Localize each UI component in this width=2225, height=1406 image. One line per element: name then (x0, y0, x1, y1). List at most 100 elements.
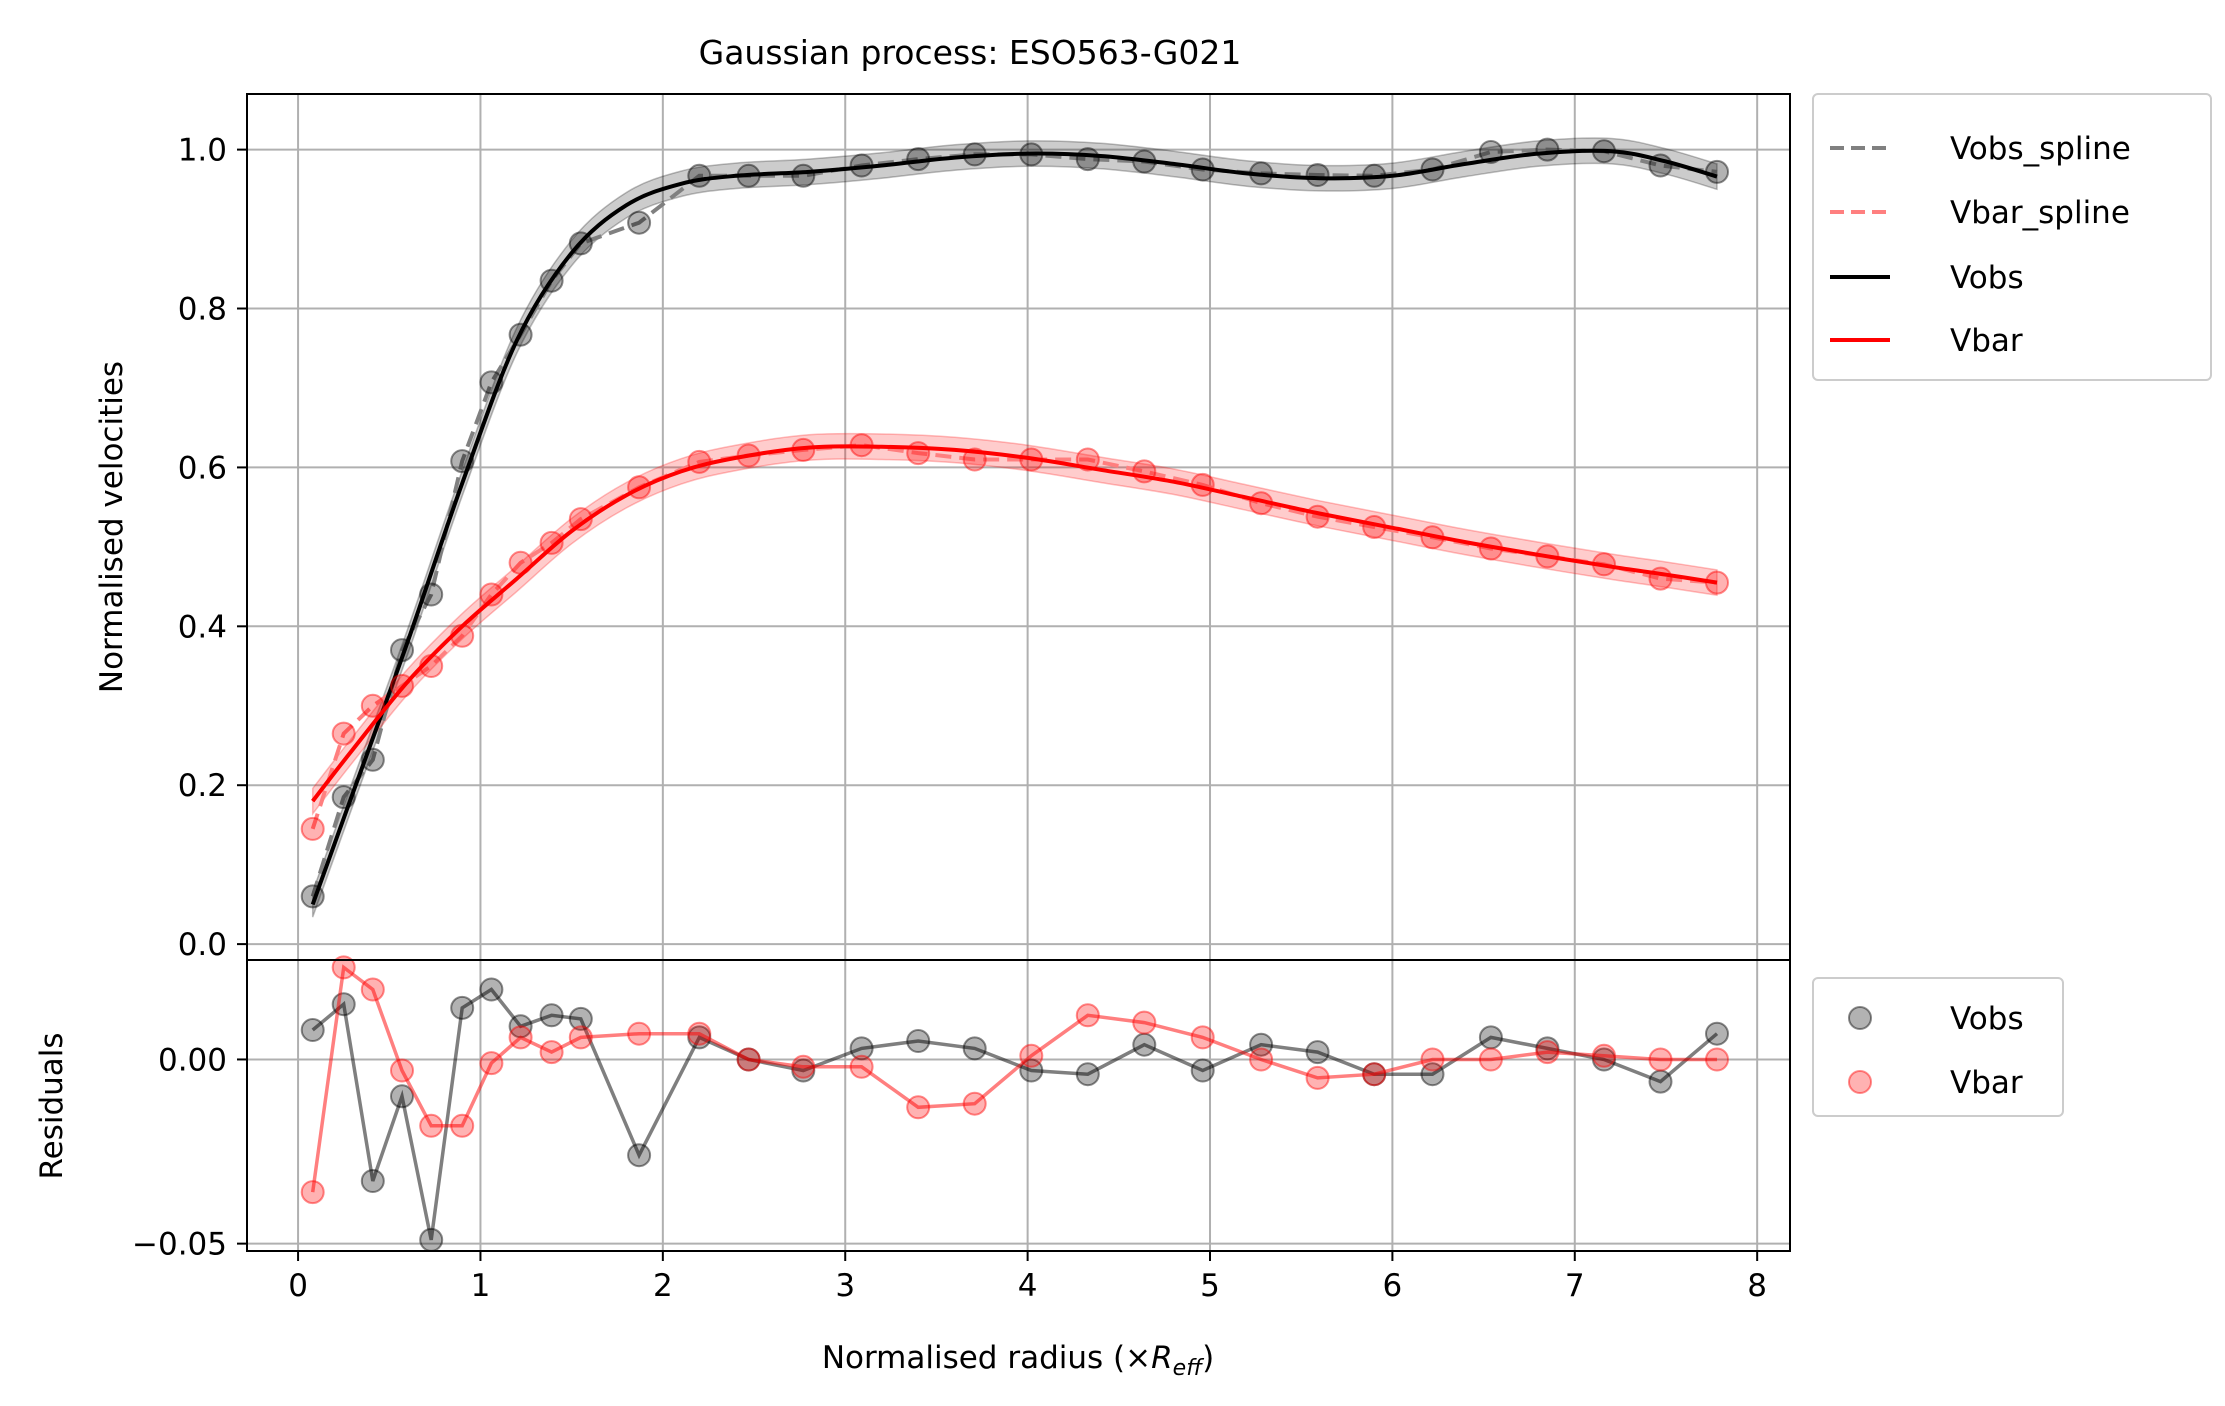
vbar-data-point (962, 447, 987, 472)
vbar-residual-point (791, 1054, 816, 1079)
vobs-residual-point (962, 1036, 987, 1061)
vbar-residual-point (1705, 1047, 1729, 1072)
residual-y-tick-label: 0.00 (158, 1042, 227, 1078)
vobs-residual-point (1648, 1069, 1673, 1094)
y-tick-label: 0.8 (178, 292, 227, 328)
x-tick-label: 0 (288, 1268, 308, 1304)
vbar-data-point (1362, 515, 1387, 539)
vobs-data-point (962, 142, 987, 167)
vobs-data-point (1420, 157, 1445, 182)
vbar-residual-point (331, 955, 356, 980)
vobs-data-point (1305, 163, 1330, 187)
legend-vobs-label: Vobs (1950, 260, 2024, 296)
legend-resid-vobs-marker (1848, 1006, 1872, 1030)
vobs-data-point (1648, 153, 1673, 178)
vbar-data-point (1478, 536, 1503, 561)
main-lines (310, 147, 1718, 906)
vbar-data-point (360, 693, 385, 718)
vbar-data-point (508, 550, 533, 575)
vobs-data-point (1705, 159, 1729, 184)
main-y-axis-label: Normalised velocities (94, 361, 130, 693)
vobs-residual-point (300, 1018, 325, 1042)
vbar-data-point (1305, 504, 1330, 529)
legend-vbar-label: Vbar (1950, 323, 2023, 359)
vbar-residual-point (1190, 1025, 1215, 1050)
vbar-residual-point (1648, 1047, 1673, 1072)
vobs-residual-point (1305, 1040, 1330, 1065)
vbar-data-point (1592, 552, 1616, 577)
vbar-residual-point (1478, 1047, 1503, 1072)
vobs-gp-band (311, 137, 1718, 918)
residual-axes-frame (246, 959, 1791, 1252)
y-tick-label: 0.0 (178, 927, 227, 963)
vobs-data-point (1362, 163, 1387, 188)
vobs-data-point (736, 163, 761, 188)
legend-vbar-spline-label: Vbar_spline (1950, 195, 2130, 231)
vbar-residual-point (1592, 1043, 1616, 1068)
vbar-data-point (1075, 447, 1100, 472)
vobs-data-point (1190, 157, 1215, 182)
x-tick-label: 5 (1200, 1268, 1220, 1304)
x-tick-label: 2 (653, 1268, 673, 1304)
vobs-residual-point (627, 1143, 652, 1168)
vbar-residual-point (736, 1047, 761, 1072)
legend-resid-vbar-marker (1848, 1070, 1872, 1094)
vobs-residual-point (568, 1006, 593, 1031)
vobs-residual-point (1478, 1025, 1503, 1050)
main-legend-box (1812, 93, 2212, 381)
vobs-data-point (791, 163, 816, 188)
vbar-data-point (687, 449, 712, 474)
vbar-data-point (906, 441, 931, 466)
vobs-data-point (450, 449, 475, 474)
vobs-data-point (687, 163, 712, 188)
vobs-residual-point (1705, 1021, 1729, 1046)
vbar-residual-point (962, 1091, 987, 1116)
vbar-residual-point (390, 1058, 414, 1083)
residual-legend-box (1812, 977, 2064, 1117)
x-axis-label: Normalised radius (×Reff) (822, 1340, 1214, 1381)
vbar-residual-point (539, 1040, 564, 1065)
main-grid (247, 94, 1790, 960)
vbar-data-point (450, 623, 475, 648)
vobs-data-point (627, 210, 652, 235)
vobs-data-point (360, 747, 385, 772)
vbar-data-point (419, 654, 444, 678)
vobs-residual-point (450, 995, 475, 1020)
gp-uncertainty-bands (311, 137, 1718, 918)
vobs-data-point (479, 370, 504, 395)
vbar-residual-point (1420, 1047, 1445, 1072)
vbar-residual-point (906, 1095, 931, 1120)
vobs-data-point (419, 582, 444, 607)
vobs-data-point (300, 884, 325, 909)
vobs-residual-point (906, 1029, 931, 1053)
vobs-residual-point (539, 1003, 564, 1028)
vbar-data-point (849, 433, 874, 458)
main-y-axis-ticks: 0.0 0.2 0.4 0.6 0.8 1.0 (178, 133, 247, 963)
vobs-residual-point (419, 1227, 444, 1252)
vbar-data-point (791, 437, 816, 462)
residual-y-axis-label: Residuals (34, 1032, 70, 1179)
vobs-data-point (390, 638, 414, 663)
vbar-gp-line (311, 444, 1718, 803)
vbar-data-point (1648, 566, 1673, 591)
vbar-residual-point (1362, 1062, 1387, 1087)
vobs-data-point (568, 231, 593, 256)
vbar-data-point (1705, 570, 1729, 595)
vobs-residual-point (687, 1025, 712, 1050)
vobs-gp-line (310, 148, 1718, 906)
vbar-data-point (1132, 459, 1157, 484)
vobs-data-point (1249, 161, 1274, 186)
x-axis-ticks: 0 1 2 3 4 5 6 7 8 (288, 1251, 1767, 1304)
residual-y-tick-label: −0.05 (132, 1227, 227, 1263)
vobs-data-point (1592, 139, 1616, 164)
vbar-data-point (1535, 544, 1560, 569)
vbar-residual-point (300, 1180, 325, 1205)
vobs-data-point (1019, 142, 1044, 167)
vbar-data-point (736, 443, 761, 468)
vbar-data-point (1249, 491, 1274, 516)
vbar-data-point (300, 816, 325, 841)
x-tick-label: 6 (1383, 1268, 1403, 1304)
vobs-data-point (539, 268, 564, 293)
vobs-residual-point (1132, 1032, 1157, 1057)
